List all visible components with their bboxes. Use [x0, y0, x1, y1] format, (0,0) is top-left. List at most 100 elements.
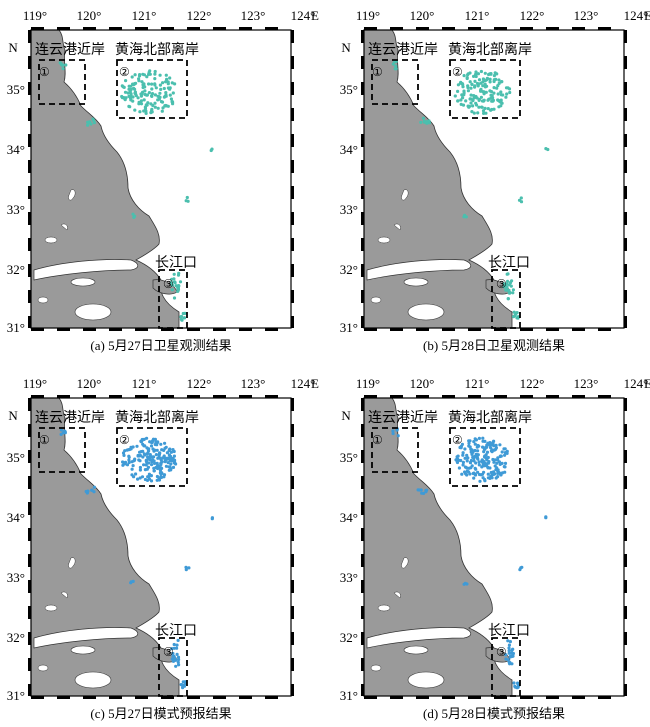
- algae-dot: [127, 84, 131, 88]
- algae-dot: [506, 639, 510, 643]
- algae-dot: [147, 461, 151, 465]
- algae-dot: [149, 440, 154, 444]
- algae-dot: [477, 444, 481, 448]
- algae-dot: [494, 446, 498, 450]
- algae-dot: [121, 460, 125, 464]
- algae-dot: [128, 90, 132, 94]
- algae-dot: [474, 101, 478, 105]
- algae-dot: [466, 73, 470, 77]
- algae-dot: [86, 120, 90, 124]
- lat-tick-label: 32°: [340, 630, 358, 645]
- algae-dot: [465, 76, 469, 80]
- algae-dot: [489, 93, 493, 97]
- algae-dot: [495, 72, 499, 76]
- algae-dot: [170, 288, 174, 292]
- algae-dot: [145, 446, 149, 450]
- algae-dot: [169, 450, 173, 454]
- algae-dot: [498, 443, 502, 447]
- algae-dot: [486, 476, 490, 480]
- algae-dot: [120, 94, 124, 99]
- algae-dot: [149, 444, 154, 448]
- algae-dot: [156, 98, 160, 102]
- algae-dot: [488, 441, 492, 445]
- algae-dot: [463, 470, 467, 474]
- algae-dot: [173, 458, 177, 462]
- algae-dot: [153, 72, 157, 76]
- lon-tick-label: 122°: [520, 8, 545, 23]
- algae-dot: [490, 448, 494, 452]
- lat-tick-label: 34°: [7, 510, 25, 525]
- algae-dot: [153, 93, 157, 97]
- algae-dot: [454, 458, 458, 462]
- algae-dot: [396, 434, 400, 438]
- algae-dot: [131, 95, 135, 99]
- algae-dot: [164, 91, 168, 95]
- algae-dot: [135, 444, 139, 448]
- algae-dot: [457, 466, 461, 470]
- algae-dot: [210, 517, 214, 521]
- algae-dot: [473, 84, 477, 88]
- algae-dot: [177, 657, 181, 662]
- algae-dot: [504, 653, 508, 657]
- lon-tick-label: 124°: [624, 8, 649, 23]
- algae-dot: [152, 459, 156, 463]
- algae-dot: [59, 432, 63, 436]
- lat-unit-label: N: [8, 40, 18, 55]
- algae-dot: [469, 101, 473, 105]
- algae-dot: [152, 449, 156, 453]
- algae-dot: [162, 86, 166, 91]
- algae-dot: [510, 279, 514, 283]
- algae-dot: [160, 460, 164, 464]
- algae-dot: [499, 454, 503, 458]
- lon-unit-label: E: [311, 8, 319, 23]
- algae-dot: [469, 93, 473, 97]
- algae-dot: [503, 470, 507, 474]
- algae-dot: [465, 459, 469, 463]
- algae-dot: [153, 101, 157, 105]
- algae-dot: [470, 110, 474, 114]
- algae-dot: [475, 96, 479, 100]
- algae-dot: [159, 475, 163, 480]
- algae-dot: [127, 94, 131, 98]
- lon-tick-label: 123°: [574, 376, 599, 391]
- algae-dot: [59, 428, 63, 432]
- algae-dot: [162, 475, 166, 479]
- algae-dot: [482, 111, 486, 115]
- algae-dot: [167, 456, 171, 460]
- algae-dot: [156, 106, 160, 110]
- algae-dot: [496, 92, 500, 96]
- lat-tick-label: 32°: [340, 262, 358, 277]
- algae-dot: [491, 470, 496, 474]
- region-box-1: [38, 427, 86, 473]
- algae-dot: [176, 286, 180, 290]
- algae-dot: [175, 646, 179, 650]
- algae-dot: [483, 461, 487, 465]
- algae-dot: [142, 82, 146, 86]
- algae-dot: [515, 316, 519, 320]
- region-marker-1: ①: [372, 65, 383, 79]
- algae-dot: [169, 462, 173, 466]
- algae-dot: [477, 436, 481, 440]
- algae-dot: [122, 96, 126, 100]
- algae-dot: [507, 646, 511, 650]
- algae-dot: [148, 458, 152, 462]
- lat-tick-label: 35°: [340, 450, 358, 465]
- algae-dot: [176, 660, 180, 664]
- algae-dot: [154, 453, 158, 457]
- algae-dot: [159, 442, 163, 446]
- algae-dot: [84, 489, 88, 494]
- algae-dot: [147, 472, 151, 476]
- region-label-1: 连云港近岸: [368, 410, 438, 426]
- algae-dot: [86, 123, 90, 127]
- region-marker-2: ②: [452, 65, 463, 79]
- algae-dot: [187, 566, 191, 570]
- algae-dot: [505, 92, 509, 96]
- algae-dot: [134, 472, 138, 476]
- algae-dot: [166, 104, 170, 108]
- algae-dot: [465, 466, 469, 470]
- algae-dot: [169, 281, 173, 285]
- algae-dot: [120, 84, 124, 88]
- algae-dot: [172, 659, 176, 663]
- algae-dot: [163, 104, 167, 108]
